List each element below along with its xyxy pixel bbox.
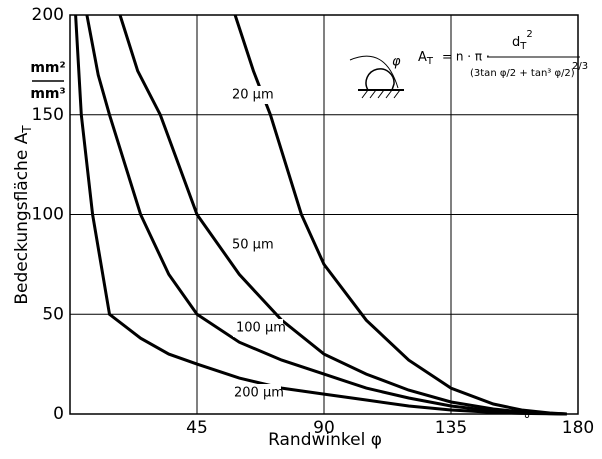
chart: Randwinkel φ Bedeckungsfläche AT mm² mm³… [0, 0, 602, 455]
formula-num-main: d [512, 35, 520, 50]
series-label: 200 µm [234, 386, 284, 401]
y-axis-title: Bedeckungsfläche AT [12, 125, 34, 305]
x-tick-label: 45 [186, 418, 208, 438]
y-tick-label: 200 [32, 5, 64, 25]
formula-op: = n · π · [442, 50, 490, 64]
series-label: 20 µm [232, 88, 274, 103]
series-label: 100 µm [236, 321, 286, 336]
y-axis-title-group: Bedeckungsfläche AT [12, 125, 34, 305]
x-tick-label: 180 [562, 418, 594, 438]
y-axis-title-sub: T [20, 125, 34, 134]
y-tick-label: 50 [42, 304, 64, 324]
y-unit-numerator: mm² [30, 60, 65, 76]
formula-denominator: (3tan φ/2 + tan³ φ/2) [470, 68, 575, 79]
formula-exponent: 2/3 [572, 61, 588, 72]
y-axis-title-main: Bedeckungsfläche A [12, 132, 32, 304]
y-unit-denominator: mm³ [30, 86, 65, 102]
sketch-label: φ [392, 55, 401, 70]
formula-lhs-sub: T [426, 56, 434, 67]
formula-num-sub: T [519, 41, 527, 52]
x-tick-label: 90 [313, 418, 335, 438]
formula-num-sup: 2 [526, 29, 532, 40]
series-label: 50 µm [232, 238, 274, 253]
y-tick-label: 0 [53, 404, 64, 424]
y-tick-label: 100 [32, 205, 64, 225]
y-tick-label: 150 [32, 105, 64, 125]
formula-lhs-main: A [418, 50, 427, 65]
x-tick-label: 135 [435, 418, 467, 438]
